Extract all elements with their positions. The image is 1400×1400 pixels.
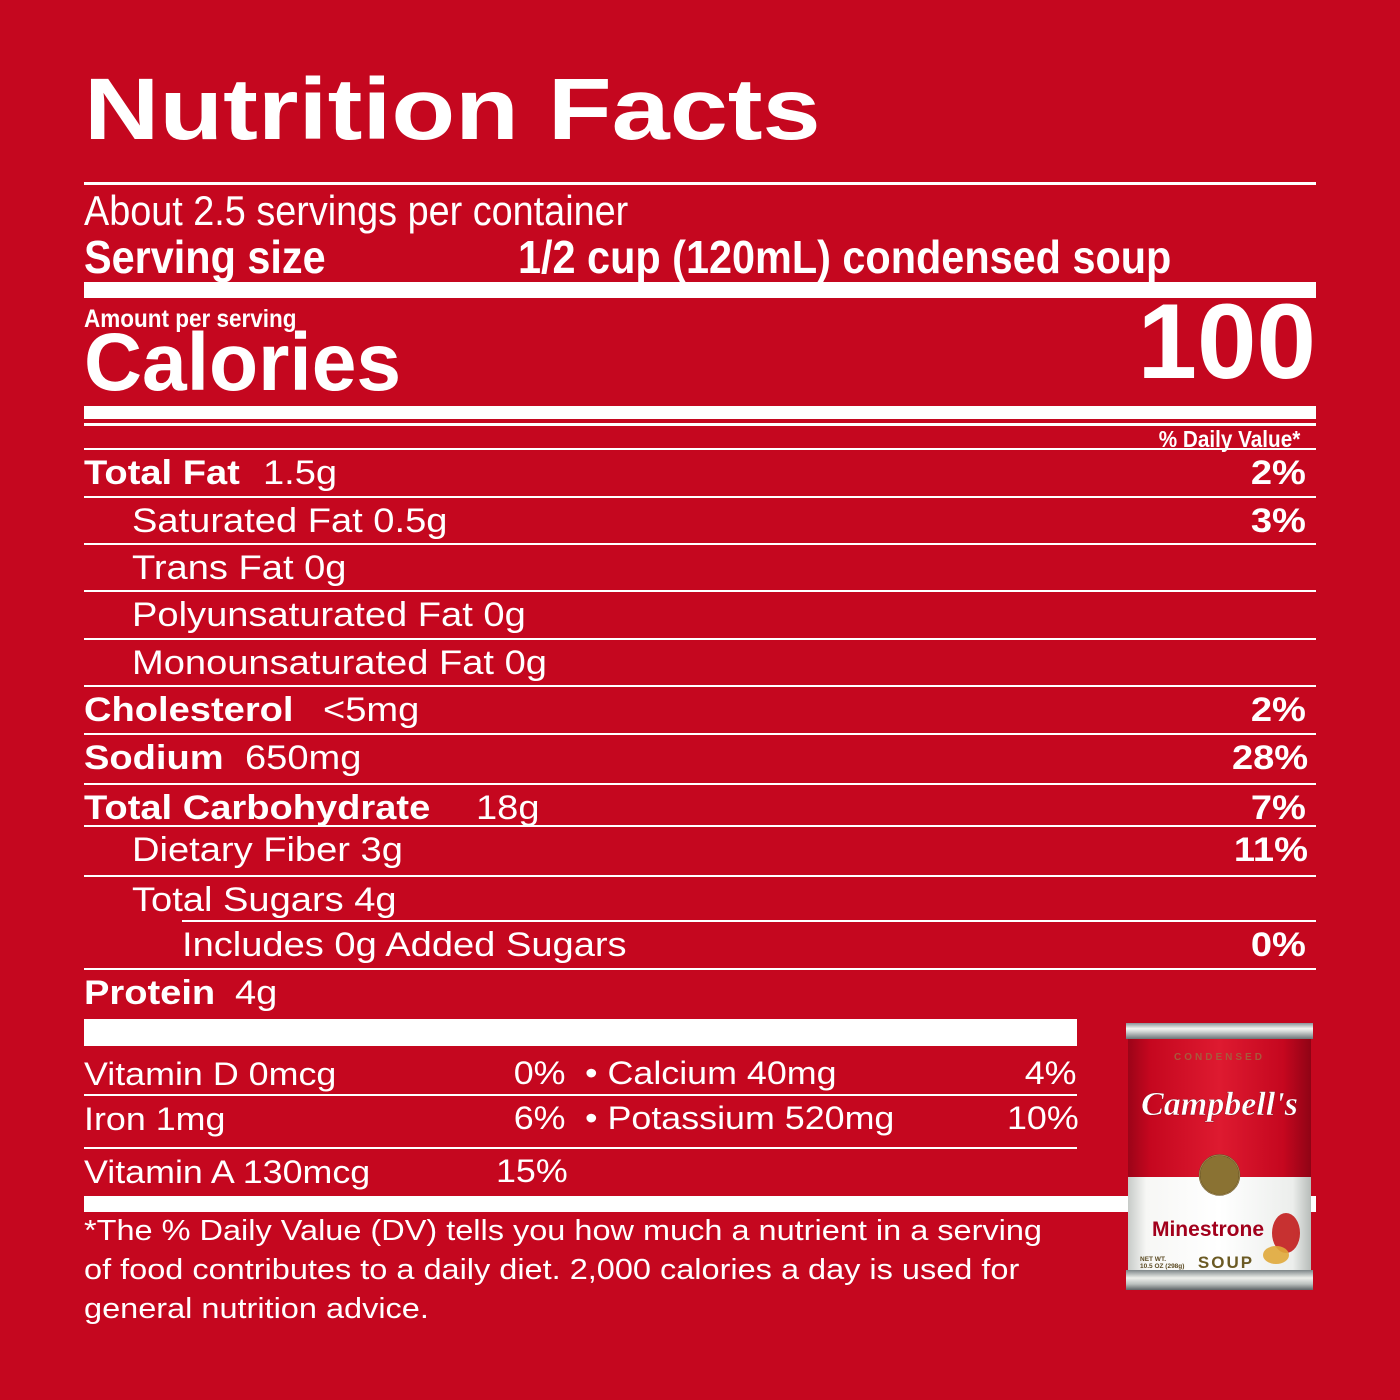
svg-text:Minestrone: Minestrone: [1152, 1218, 1264, 1241]
svg-text:NET WT.: NET WT.: [1140, 1256, 1166, 1263]
svg-text:SOUP: SOUP: [1198, 1253, 1254, 1272]
svg-text:Campbell's: Campbell's: [1141, 1086, 1298, 1123]
svg-text:10.5 OZ (298g): 10.5 OZ (298g): [1140, 1263, 1184, 1270]
svg-text:CONDENSED: CONDENSED: [1174, 1052, 1265, 1063]
